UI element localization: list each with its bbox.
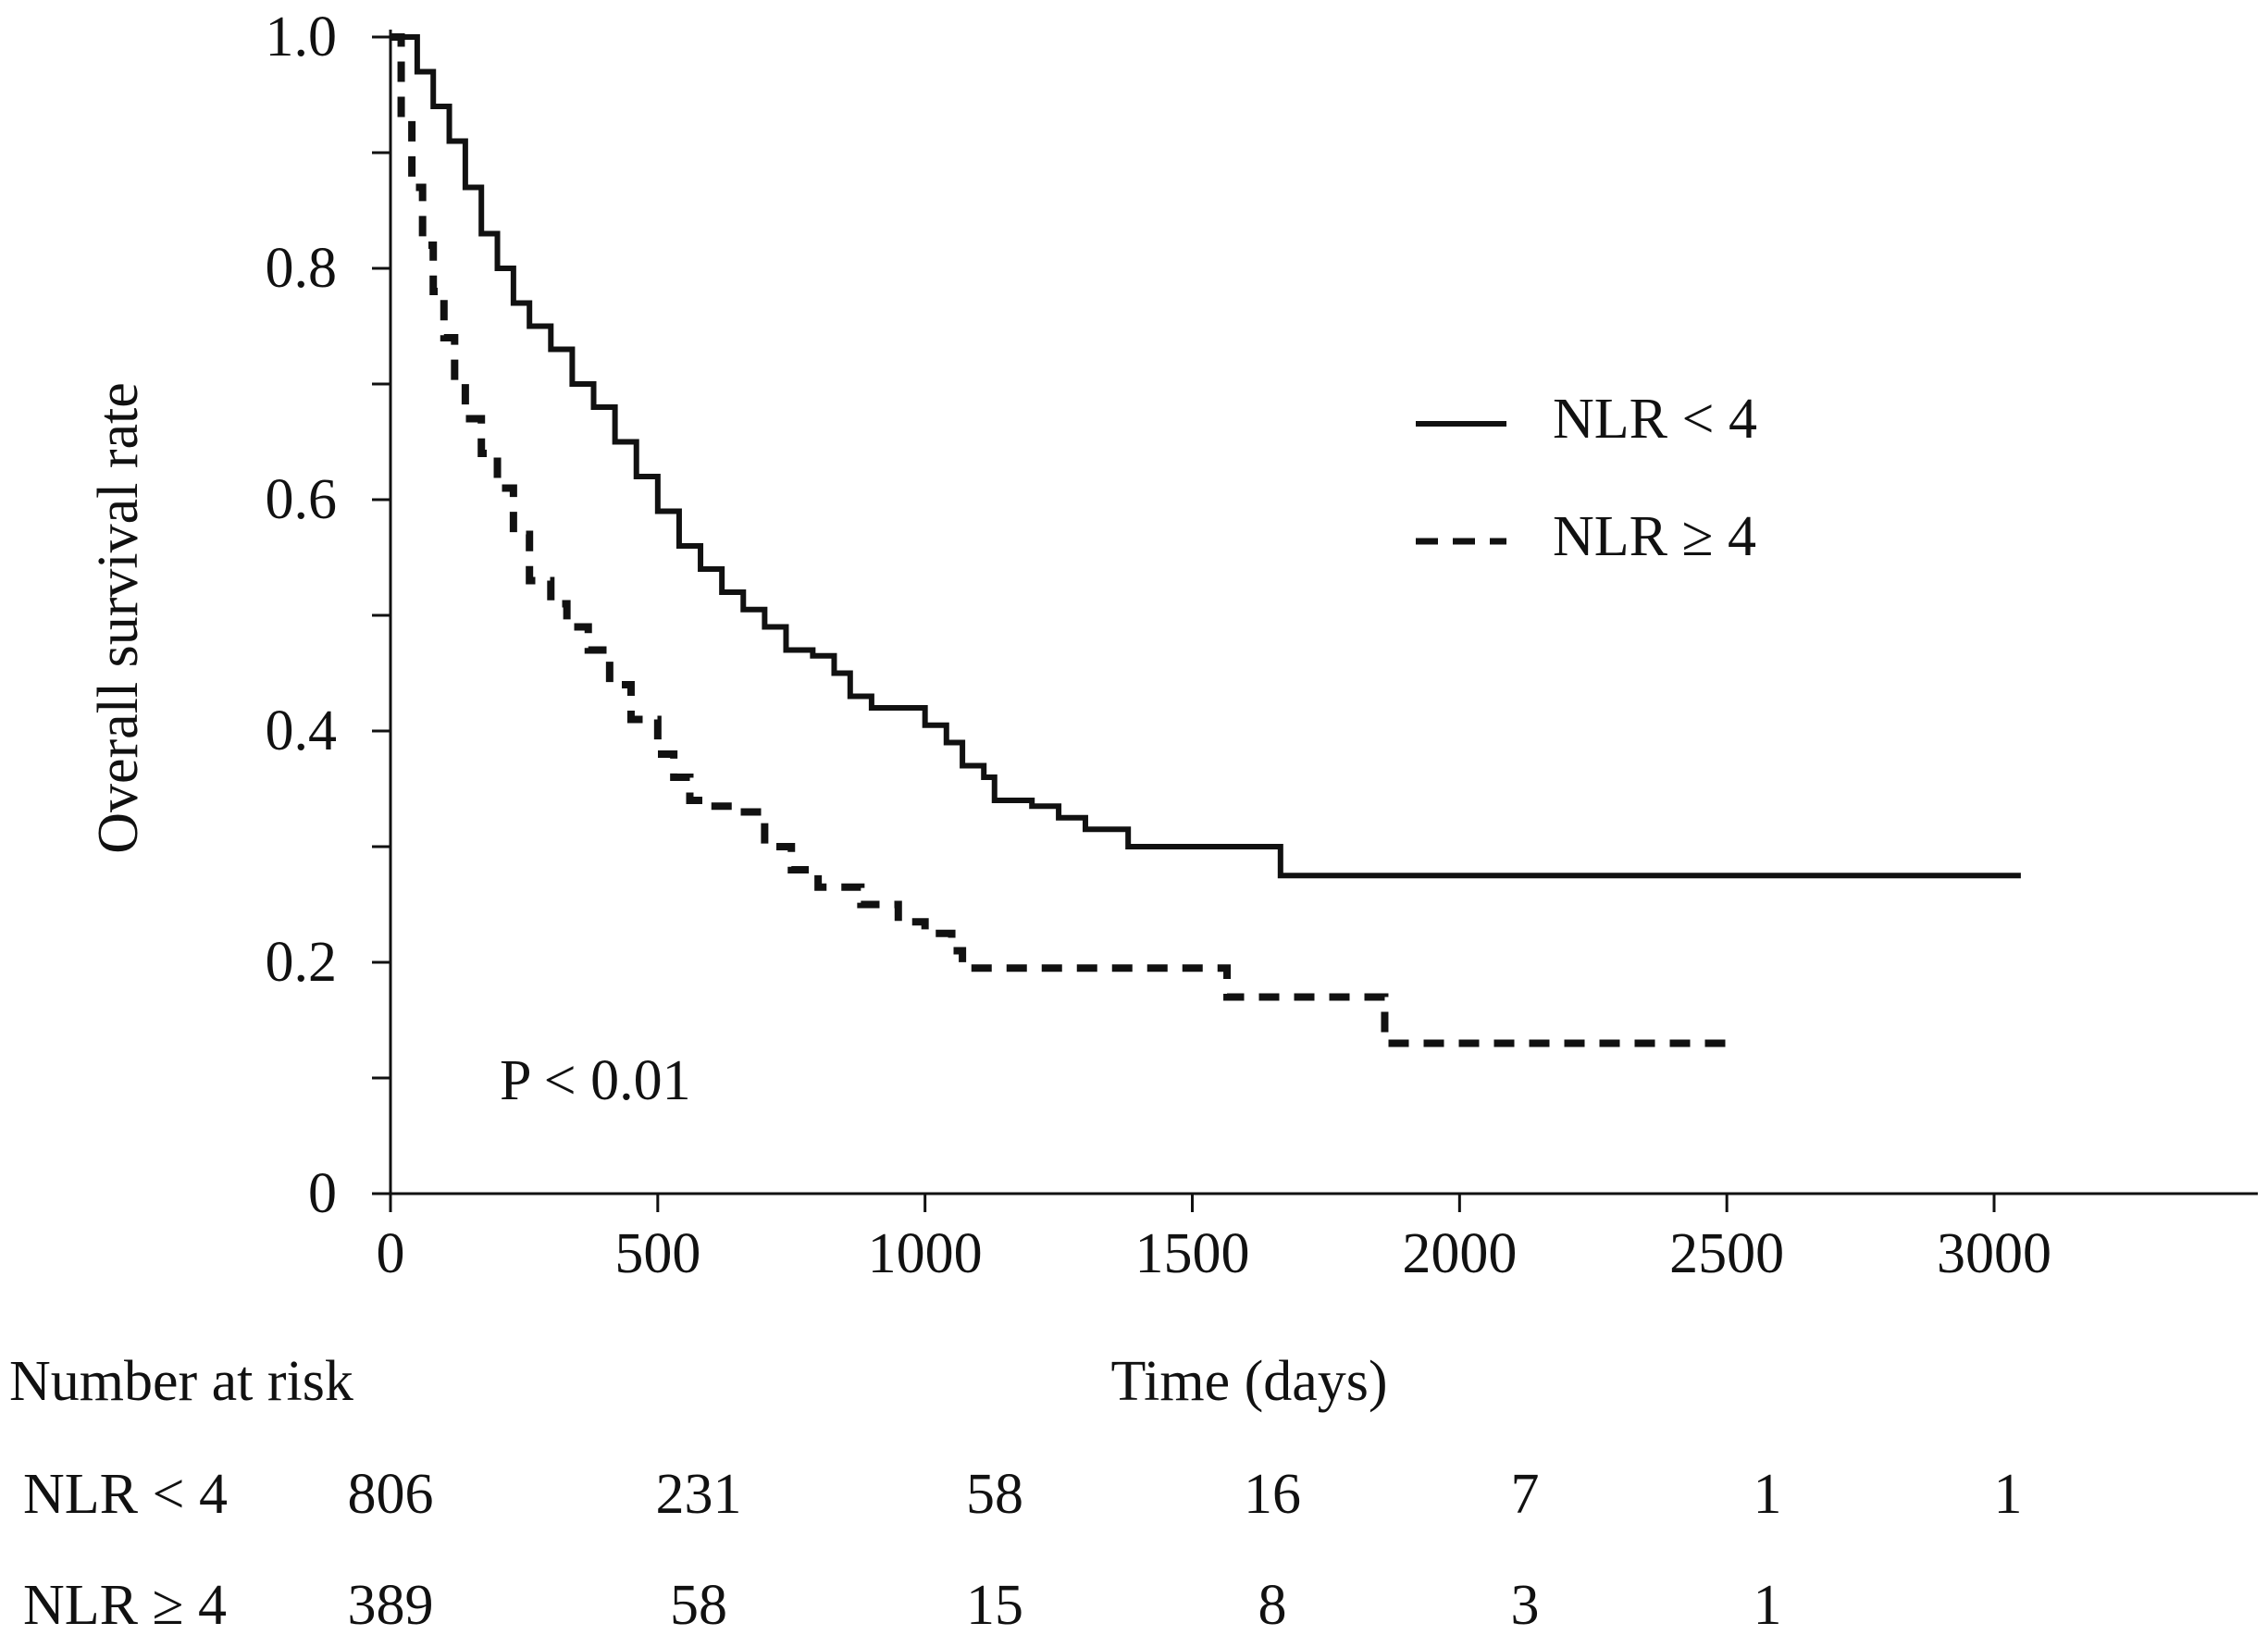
risk-cell: 16	[1244, 1463, 1301, 1526]
x-tick-label: 2000	[1402, 1222, 1517, 1285]
risk-rows: NLR < 4 806 231 58 16 7 1 1 NLR ≥ 4 389 58 15 8 3 1	[23, 1463, 2023, 1635]
risk-row-label: NLR ≥ 4	[23, 1574, 227, 1635]
y-tick-label: 0.6	[266, 468, 338, 531]
y-tick-label: 0	[308, 1162, 337, 1225]
series-nlr-low-curve	[390, 34, 2021, 879]
risk-cell: 389	[348, 1574, 434, 1635]
y-tick-label: 1.0	[266, 6, 338, 68]
x-ticks: 0 500 1000 1500 2000 2500 3000	[377, 1194, 2051, 1285]
y-tick-label: 0.4	[266, 700, 338, 762]
x-tick-label: 1000	[868, 1222, 983, 1285]
risk-cell: 58	[670, 1574, 727, 1635]
legend-label-nlr-low: NLR < 4	[1553, 388, 1757, 451]
x-axis-label: Time (days)	[1110, 1350, 1387, 1413]
risk-cell: 1	[1994, 1463, 2023, 1526]
series-nlr-high-curve	[390, 33, 1728, 1047]
legend-label-nlr-high: NLR ≥ 4	[1553, 505, 1756, 568]
axes: 0 0.2 0.4 0.6 0.8 1.0 0 500 1000 1500 2000 2500 300…	[266, 6, 2258, 1285]
risk-row-label: NLR < 4	[23, 1463, 228, 1526]
risk-cell: 1	[1754, 1463, 1782, 1526]
risk-cell: 15	[966, 1574, 1023, 1635]
p-value-annotation: P < 0.01	[500, 1049, 691, 1112]
risk-cell: 806	[348, 1463, 434, 1526]
risk-cell: 8	[1258, 1574, 1287, 1635]
risk-cell: 58	[966, 1463, 1023, 1526]
risk-cell: 7	[1511, 1463, 1540, 1526]
risk-cell: 231	[656, 1463, 742, 1526]
risk-table: Number at risk NLR < 4 806 231 58 16 7 1 1 NLR ≥…	[9, 1350, 2023, 1635]
x-tick-label: 1500	[1135, 1222, 1250, 1285]
risk-table-title: Number at risk	[9, 1350, 353, 1413]
x-tick-label: 0	[377, 1222, 405, 1285]
x-tick-label: 500	[614, 1222, 700, 1285]
x-tick-label: 2500	[1669, 1222, 1784, 1285]
y-ticks: 0 0.2 0.4 0.6 0.8 1.0	[266, 6, 390, 1225]
risk-cell: 1	[1754, 1574, 1782, 1635]
y-axis-label: Overall survival rate	[87, 382, 150, 854]
risk-cell: 3	[1511, 1574, 1540, 1635]
x-tick-label: 3000	[1937, 1222, 2051, 1285]
y-tick-label: 0.8	[266, 237, 338, 300]
y-tick-label: 0.2	[266, 931, 338, 994]
legend: NLR < 4 NLR ≥ 4	[1416, 388, 1757, 568]
series-layer	[390, 33, 2021, 1047]
